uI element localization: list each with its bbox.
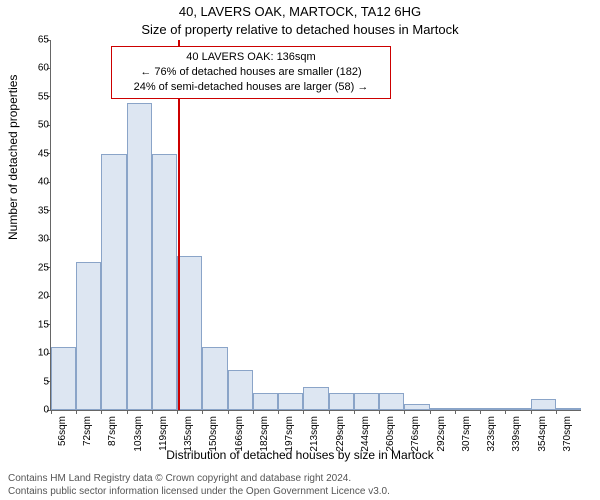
histogram-bar <box>202 347 227 410</box>
histogram-bar <box>531 399 556 410</box>
x-tick-mark <box>329 410 330 414</box>
histogram-bar <box>76 262 101 410</box>
x-tick-mark <box>177 410 178 414</box>
histogram-bar <box>177 256 202 410</box>
x-tick-mark <box>152 410 153 414</box>
x-tick-mark <box>531 410 532 414</box>
histogram-bar <box>303 387 328 410</box>
x-tick-mark <box>202 410 203 414</box>
histogram-bar <box>253 393 278 410</box>
histogram-bar <box>404 404 429 410</box>
histogram-bar <box>127 103 152 410</box>
histogram-bar <box>152 154 177 410</box>
histogram-bar <box>480 408 505 410</box>
y-tick-label: 55 <box>9 91 49 102</box>
histogram-bar <box>228 370 253 410</box>
y-tick-label: 50 <box>9 120 49 131</box>
y-tick-label: 20 <box>9 291 49 302</box>
x-tick-mark <box>455 410 456 414</box>
footer-attribution: Contains HM Land Registry data © Crown c… <box>8 473 390 498</box>
x-tick-mark <box>505 410 506 414</box>
footer-line-2: Contains public sector information licen… <box>8 486 390 499</box>
histogram-bar <box>101 154 126 410</box>
x-tick-mark <box>51 410 52 414</box>
annotation-line-3: 24% of semi-detached houses are larger (… <box>120 80 382 95</box>
y-tick-label: 0 <box>9 405 49 416</box>
x-tick-mark <box>480 410 481 414</box>
x-tick-mark <box>430 410 431 414</box>
x-tick-mark <box>253 410 254 414</box>
y-tick-label: 15 <box>9 319 49 330</box>
chart-title-1: 40, LAVERS OAK, MARTOCK, TA12 6HG <box>0 4 600 19</box>
x-tick-mark <box>76 410 77 414</box>
y-tick-label: 5 <box>9 376 49 387</box>
chart-container: 40, LAVERS OAK, MARTOCK, TA12 6HG Size o… <box>0 0 600 500</box>
y-tick-label: 35 <box>9 205 49 216</box>
chart-title-2: Size of property relative to detached ho… <box>0 22 600 37</box>
x-tick-mark <box>379 410 380 414</box>
y-tick-label: 65 <box>9 35 49 46</box>
x-tick-mark <box>354 410 355 414</box>
histogram-bar <box>556 408 581 410</box>
histogram-bar <box>505 408 530 410</box>
x-tick-mark <box>101 410 102 414</box>
y-tick-label: 25 <box>9 262 49 273</box>
histogram-bar <box>379 393 404 410</box>
x-tick-mark <box>303 410 304 414</box>
plot-area: 0510152025303540455055606556sqm72sqm87sq… <box>50 40 581 411</box>
histogram-bar <box>430 408 455 410</box>
x-tick-mark <box>404 410 405 414</box>
x-tick-mark <box>127 410 128 414</box>
histogram-bar <box>354 393 379 410</box>
y-tick-label: 40 <box>9 177 49 188</box>
x-tick-mark <box>228 410 229 414</box>
y-tick-label: 60 <box>9 63 49 74</box>
histogram-bar <box>329 393 354 410</box>
histogram-bar <box>51 347 76 410</box>
annotation-line-2: ← 76% of detached houses are smaller (18… <box>120 65 382 80</box>
annotation-box: 40 LAVERS OAK: 136sqm← 76% of detached h… <box>111 46 391 99</box>
x-tick-mark <box>278 410 279 414</box>
footer-line-1: Contains HM Land Registry data © Crown c… <box>8 473 390 486</box>
y-tick-label: 10 <box>9 348 49 359</box>
y-tick-label: 30 <box>9 234 49 245</box>
y-tick-label: 45 <box>9 148 49 159</box>
histogram-bar <box>278 393 303 410</box>
x-axis-label: Distribution of detached houses by size … <box>0 448 600 462</box>
annotation-line-1: 40 LAVERS OAK: 136sqm <box>120 50 382 65</box>
histogram-bar <box>455 408 480 410</box>
x-tick-mark <box>556 410 557 414</box>
